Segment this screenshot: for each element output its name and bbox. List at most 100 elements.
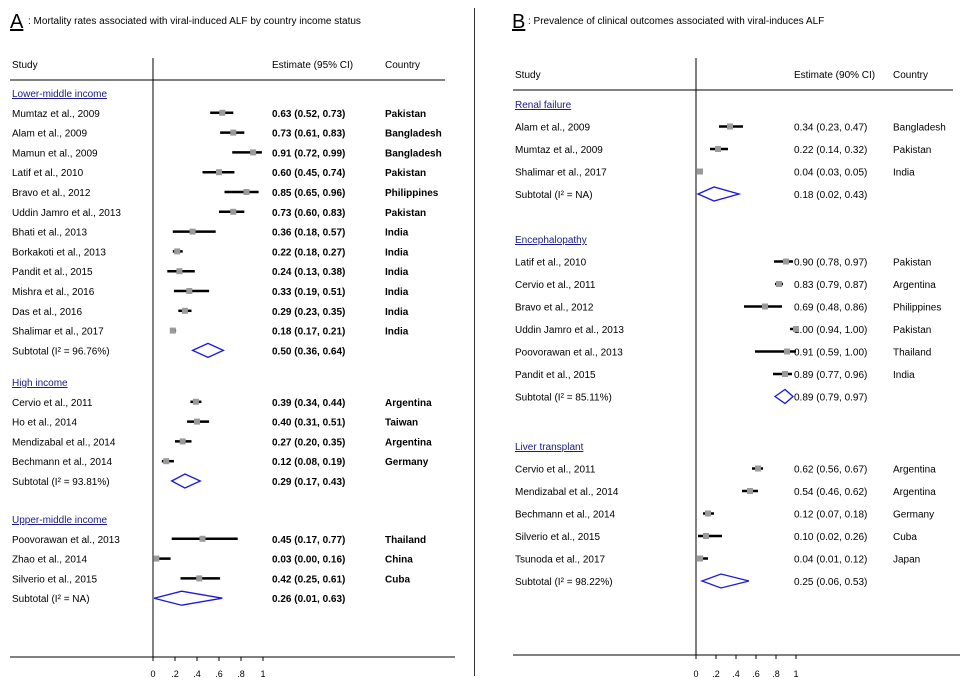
- study-name: Alam et al., 2009: [515, 123, 590, 134]
- point-estimate: [186, 288, 193, 294]
- group-heading: Liver transplant: [515, 442, 584, 453]
- study-estimate-label: 0.29 (0.23, 0.35): [272, 307, 345, 318]
- x-tick-label: .6: [752, 669, 760, 679]
- point-estimate: [697, 168, 703, 175]
- point-estimate: [216, 169, 222, 176]
- study-country: India: [385, 327, 409, 338]
- point-estimate: [192, 398, 199, 405]
- point-estimate: [782, 371, 788, 377]
- study-country: Pakistan: [385, 109, 426, 120]
- study-estimate-label: 0.90 (0.78, 0.97): [794, 258, 867, 269]
- subtotal-diamond: [696, 186, 742, 202]
- study-name: Cervio et al., 2011: [12, 398, 93, 409]
- study-name: Shalimar et al., 2017: [515, 168, 607, 179]
- study-country: Taiwan: [385, 418, 418, 429]
- study-country: Argentina: [385, 398, 432, 409]
- point-estimate: [784, 348, 790, 355]
- study-estimate-label: 0.27 (0.20, 0.35): [272, 437, 345, 448]
- study-name: Tsunoda et al., 2017: [515, 555, 606, 566]
- subtotal-estimate-label: 0.50 (0.36, 0.64): [272, 346, 345, 357]
- study-estimate-label: 0.91 (0.59, 1.00): [794, 348, 867, 359]
- x-tick-label: 1: [793, 669, 798, 679]
- study-country: India: [385, 228, 409, 239]
- subtotal-estimate-label: 0.25 (0.06, 0.53): [794, 577, 867, 588]
- study-name: Silverio et al., 2015: [12, 574, 97, 585]
- study-name: Bravo et al., 2012: [515, 303, 594, 314]
- study-name: Uddin Jamro et al., 2013: [12, 208, 121, 219]
- subtotal-estimate-label: 0.29 (0.17, 0.43): [272, 477, 345, 488]
- x-tick-label: 1: [260, 669, 265, 679]
- point-estimate: [163, 458, 170, 465]
- subtotal-label: Subtotal (I² = 93.81%): [12, 477, 110, 488]
- study-name: Shalimar et al., 2017: [12, 327, 104, 338]
- study-estimate-label: 0.12 (0.08, 0.19): [272, 457, 345, 468]
- study-country: Japan: [893, 555, 920, 566]
- study-name: Das et al., 2016: [12, 307, 82, 318]
- study-name: Pandit et al., 2015: [515, 370, 596, 381]
- study-name: Mendizabal et al., 2014: [515, 487, 619, 498]
- study-country: India: [893, 370, 915, 381]
- group-heading: High income: [12, 378, 68, 389]
- point-estimate: [179, 438, 186, 445]
- study-estimate-label: 0.62 (0.56, 0.67): [794, 465, 867, 476]
- study-country: Argentina: [893, 487, 936, 498]
- study-name: Ho et al., 2014: [12, 418, 77, 429]
- group-heading: Encephalopathy: [515, 235, 587, 246]
- x-tick-label: .8: [772, 669, 780, 679]
- study-name: Bravo et al., 2012: [12, 188, 91, 199]
- point-estimate: [776, 281, 782, 287]
- column-header-estimate: Estimate (90% CI): [794, 70, 875, 81]
- study-name: Borkakoti et al., 2013: [12, 247, 106, 258]
- study-estimate-label: 0.54 (0.46, 0.62): [794, 487, 867, 498]
- point-estimate: [194, 418, 200, 425]
- point-estimate: [196, 575, 203, 582]
- study-estimate-label: 0.63 (0.52, 0.73): [272, 109, 345, 120]
- study-estimate-label: 0.12 (0.07, 0.18): [794, 510, 867, 521]
- study-estimate-label: 0.91 (0.72, 0.99): [272, 148, 345, 159]
- point-estimate: [174, 248, 181, 255]
- group-heading: Upper-middle income: [12, 515, 107, 526]
- study-name: Mumtaz et al., 2009: [515, 145, 603, 156]
- study-country: Thailand: [893, 348, 931, 359]
- study-name: Latif et al., 2010: [515, 258, 587, 269]
- study-country: Bangladesh: [385, 129, 442, 140]
- point-estimate: [153, 555, 160, 562]
- study-country: India: [385, 247, 409, 258]
- study-country: Cuba: [893, 532, 917, 543]
- study-name: Poovorawan et al., 2013: [515, 348, 623, 359]
- subtotal-diamond: [191, 342, 225, 359]
- study-country: Philippines: [893, 303, 941, 314]
- study-name: Uddin Jamro et al., 2013: [515, 325, 624, 336]
- subtotal-estimate-label: 0.18 (0.02, 0.43): [794, 190, 867, 201]
- point-estimate: [747, 488, 753, 494]
- study-estimate-label: 0.60 (0.45, 0.74): [272, 168, 345, 179]
- study-country: Argentina: [893, 280, 936, 291]
- study-name: Bechmann et al., 2014: [12, 457, 113, 468]
- panel-b-outcomes-forest-plot: B: Prevalence of clinical outcomes assoc…: [480, 0, 960, 684]
- study-estimate-label: 0.18 (0.17, 0.21): [272, 327, 345, 338]
- study-country: Thailand: [385, 535, 426, 546]
- column-header-country: Country: [893, 70, 928, 81]
- study-estimate-label: 0.03 (0.00, 0.16): [272, 555, 345, 566]
- subtotal-label: Subtotal (I² = NA): [515, 190, 593, 201]
- study-country: China: [385, 555, 413, 566]
- study-country: Bangladesh: [893, 123, 946, 134]
- study-estimate-label: 0.40 (0.31, 0.51): [272, 418, 345, 429]
- study-country: Germany: [385, 457, 429, 468]
- column-header-estimate: Estimate (95% CI): [272, 60, 353, 71]
- point-estimate: [793, 326, 799, 332]
- panel-letter: A: [10, 11, 24, 33]
- study-name: Mumtaz et al., 2009: [12, 109, 100, 120]
- study-estimate-label: 0.22 (0.18, 0.27): [272, 247, 345, 258]
- study-country: Pakistan: [893, 325, 931, 336]
- study-estimate-label: 0.22 (0.14, 0.32): [794, 145, 867, 156]
- study-estimate-label: 0.73 (0.61, 0.83): [272, 129, 345, 140]
- point-estimate: [189, 228, 196, 235]
- x-tick-label: 0: [693, 669, 698, 679]
- x-tick-label: .2: [171, 669, 179, 679]
- subtotal-diamond: [170, 473, 202, 489]
- study-name: Poovorawan et al., 2013: [12, 535, 120, 546]
- study-name: Cervio et al., 2011: [515, 280, 596, 291]
- study-country: Germany: [893, 510, 934, 521]
- study-name: Mamun et al., 2009: [12, 148, 98, 159]
